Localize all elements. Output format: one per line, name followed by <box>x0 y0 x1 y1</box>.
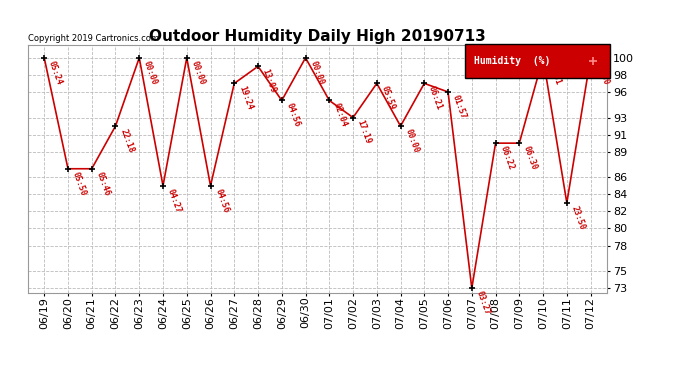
Text: 04:56: 04:56 <box>213 187 230 214</box>
Text: 23:50: 23:50 <box>570 204 586 231</box>
Text: 17:19: 17:19 <box>356 119 373 146</box>
Text: 00:00: 00:00 <box>404 128 420 154</box>
Text: Humidity  (%): Humidity (%) <box>474 56 550 66</box>
Text: Copyright 2019 Cartronics.com: Copyright 2019 Cartronics.com <box>28 33 159 42</box>
Text: 05:24: 05:24 <box>47 59 64 86</box>
Text: 06:30: 06:30 <box>593 59 611 86</box>
FancyBboxPatch shape <box>465 44 610 78</box>
Text: 05:50: 05:50 <box>71 170 88 197</box>
Text: 05:46: 05:46 <box>95 170 112 197</box>
Title: Outdoor Humidity Daily High 20190713: Outdoor Humidity Daily High 20190713 <box>149 29 486 44</box>
Text: 04:56: 04:56 <box>284 102 302 128</box>
Text: 22:18: 22:18 <box>118 128 135 154</box>
Text: 05:59: 05:59 <box>380 85 397 111</box>
Text: 06:21: 06:21 <box>427 85 444 111</box>
Text: 06:22: 06:22 <box>498 144 515 171</box>
Text: 01:57: 01:57 <box>451 93 468 120</box>
Text: 19:24: 19:24 <box>237 85 254 111</box>
Text: 00:00: 00:00 <box>142 59 159 86</box>
Text: 00:00: 00:00 <box>190 59 206 86</box>
Text: 05:51: 05:51 <box>546 59 563 86</box>
Text: 13:09: 13:09 <box>261 68 278 94</box>
Text: 00:00: 00:00 <box>308 59 325 86</box>
Text: 03:27: 03:27 <box>475 290 491 316</box>
Text: 06:30: 06:30 <box>522 144 539 171</box>
Text: 02:04: 02:04 <box>332 102 349 128</box>
Text: 04:27: 04:27 <box>166 187 183 214</box>
